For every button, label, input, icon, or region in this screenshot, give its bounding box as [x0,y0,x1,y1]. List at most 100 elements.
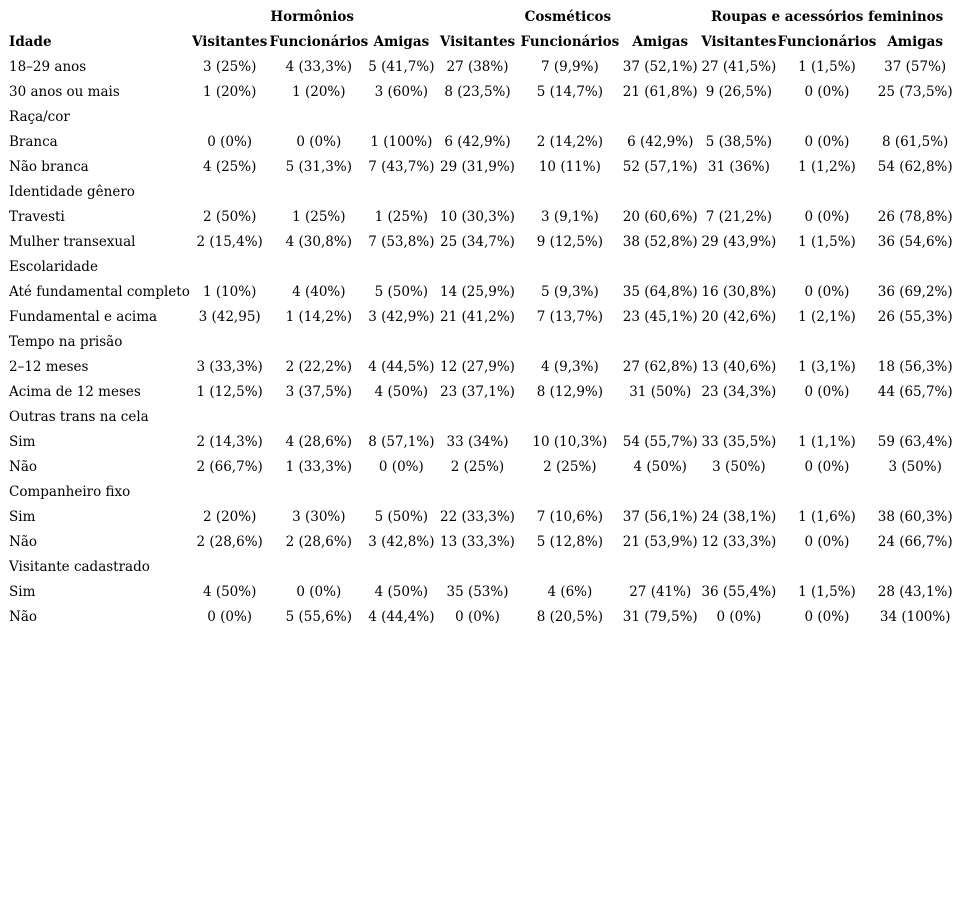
data-cell: 0 (0%) [296,584,342,600]
column-header-funcionários-2: Funcionários [520,34,620,50]
group-header-row: Hormônios Cosméticos Roupas e acessórios… [3,5,953,30]
data-cell: 16 (30,8%) [701,284,777,300]
data-cell [619,255,701,280]
data-cell: 0 (0%) [455,609,500,625]
data-cell: 0 (0%) [804,534,850,550]
data-cell: 23 (45,1%) [622,309,698,325]
data-cell: 4 (50%) [202,584,257,600]
data-cell: 14 (25,9%) [440,284,515,300]
data-cell [877,555,953,580]
data-cell: 0 (0%) [716,609,762,625]
data-cell: 2 (25%) [543,459,597,475]
data-cell: 18 (56,3%) [877,359,953,375]
data-cell [190,480,270,505]
data-cell: 5 (50%) [374,284,429,300]
data-cell [777,480,878,505]
data-cell: 4 (28,6%) [285,434,352,450]
row-label: 30 anos ou mais [9,84,120,100]
data-cell: 31 (50%) [629,384,692,400]
data-cell: 31 (36%) [707,159,770,175]
data-cell: 34 (100%) [879,609,951,625]
group-header-spacer [3,5,190,30]
column-header-amigas-1: Amigas [373,34,430,50]
data-cell: 7 (43,7%) [368,159,435,175]
data-cell: 5 (50%) [374,509,429,525]
data-cell: 26 (55,3%) [877,309,953,325]
table-row: Até fundamental completo 1 (10%) 4 (40%) 5 … [3,280,953,305]
stats-table: Hormônios Cosméticos Roupas e acessórios… [3,5,953,630]
data-cell: 4 (33,3%) [285,59,352,75]
data-cell: 0 (0%) [804,609,850,625]
row-label: Não [9,609,37,625]
data-cell [877,180,953,205]
data-cell: 2 (50%) [202,209,257,225]
data-cell: 2 (15,4%) [196,234,263,250]
data-cell: 52 (57,1%) [622,159,698,175]
corner-label: Idade [9,34,52,50]
data-cell: 21 (61,8%) [622,84,698,100]
data-cell: 0 (0%) [207,609,253,625]
section-row: Tempo na prisão [3,330,953,355]
table-row: Não branca 4 (25%) 5 (31,3%) 7 (43,7%) 29 (3… [3,155,953,180]
data-cell: 36 (69,2%) [877,284,953,300]
section-row: Companheiro fixo [3,480,953,505]
data-cell: 0 (0%) [378,459,424,475]
row-label: Não branca [9,159,89,175]
data-cell: 27 (38%) [446,59,509,75]
data-cell: 0 (0%) [804,384,850,400]
data-cell [435,180,521,205]
data-cell: 0 (0%) [804,284,850,300]
data-cell [190,405,270,430]
data-cell: 25 (34,7%) [440,234,515,250]
section-label: Companheiro fixo [9,484,131,500]
table-row: Não 2 (66,7%) 1 (33,3%) 0 (0%) 2 (25%) 2 (25%… [3,455,953,480]
table-row: 2–12 meses 3 (33,3%) 2 (22,2%) 4 (44,5%) 12 … [3,355,953,380]
data-cell: 54 (62,8%) [877,159,953,175]
data-cell: 1 (1,5%) [798,234,856,250]
data-cell: 1 (25%) [374,209,429,225]
column-header-visitantes-2: Visitantes [439,34,516,50]
data-cell [435,480,521,505]
data-cell: 4 (50%) [633,459,687,475]
data-cell: 1 (12,5%) [196,384,263,400]
data-cell: 9 (26,5%) [705,84,773,100]
section-row: Identidade gênero [3,180,953,205]
data-cell: 37 (52,1%) [622,59,698,75]
data-cell [520,255,619,280]
data-cell [368,255,434,280]
data-cell: 21 (53,9%) [622,534,698,550]
row-label: Sim [9,509,36,525]
row-label: Fundamental e acima [9,309,158,325]
data-cell: 5 (9,3%) [541,284,599,300]
data-cell [777,555,878,580]
data-cell: 26 (78,8%) [877,209,953,225]
data-cell: 0 (0%) [804,459,850,475]
data-cell [619,105,701,130]
data-cell: 20 (60,6%) [622,209,698,225]
row-label: Não [9,459,37,475]
data-cell: 31 (79,5%) [622,609,698,625]
data-cell [701,255,776,280]
data-cell [368,555,434,580]
data-cell: 2 (14,2%) [536,134,604,150]
data-cell: 4 (40%) [292,284,346,300]
data-cell [701,330,776,355]
data-cell: 21 (41,2%) [440,309,515,325]
column-header-visitantes-3: Visitantes [701,34,777,50]
data-cell: 3 (42,8%) [368,534,435,550]
data-cell: 3 (50%) [888,459,942,475]
column-header-amigas-3: Amigas [887,34,944,50]
data-cell [619,180,701,205]
data-cell: 1 (1,6%) [798,509,856,525]
data-cell: 8 (61,5%) [882,134,949,150]
data-cell: 2 (28,6%) [196,534,263,550]
data-cell: 33 (35,5%) [701,434,777,450]
data-cell: 33 (34%) [446,434,509,450]
data-cell [190,255,270,280]
data-cell: 1 (20%) [292,84,346,100]
group-header-roupas: Roupas e acessórios femininos [710,9,944,25]
data-cell [435,330,521,355]
data-cell [190,180,270,205]
data-cell [877,480,953,505]
table-row: Mulher transexual 2 (15,4%) 4 (30,8%) 7 (53… [3,230,953,255]
